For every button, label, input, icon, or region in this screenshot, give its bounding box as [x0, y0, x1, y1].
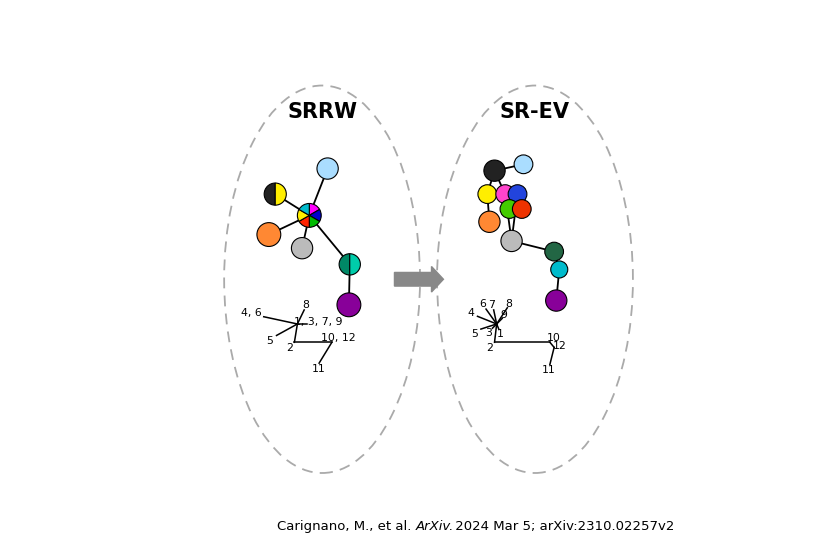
Text: 6: 6 — [479, 299, 486, 309]
Text: 4: 4 — [468, 309, 474, 319]
Wedge shape — [310, 216, 319, 227]
Circle shape — [500, 200, 519, 218]
Text: 8: 8 — [302, 300, 309, 310]
Text: 4, 6: 4, 6 — [241, 309, 262, 319]
Text: 5: 5 — [266, 336, 273, 346]
Wedge shape — [349, 254, 360, 275]
Circle shape — [513, 200, 531, 218]
Circle shape — [484, 160, 505, 181]
Text: 2: 2 — [486, 343, 493, 353]
Circle shape — [337, 293, 361, 317]
Text: 2024 Mar 5; arXiv:2310.02257v2: 2024 Mar 5; arXiv:2310.02257v2 — [451, 520, 674, 533]
Wedge shape — [299, 204, 310, 216]
Wedge shape — [339, 254, 349, 275]
Text: 5: 5 — [472, 329, 478, 339]
Wedge shape — [299, 216, 310, 227]
Circle shape — [291, 238, 313, 259]
Text: SR-EV: SR-EV — [500, 102, 570, 122]
Circle shape — [508, 185, 527, 204]
Circle shape — [551, 261, 567, 278]
Circle shape — [501, 230, 522, 252]
Text: 2: 2 — [286, 343, 293, 353]
Text: 1: 1 — [497, 329, 504, 339]
Text: 3: 3 — [485, 328, 492, 338]
Circle shape — [514, 155, 532, 174]
Text: ArXiv.: ArXiv. — [416, 520, 454, 533]
Text: 8: 8 — [506, 299, 513, 309]
Text: SRRW: SRRW — [287, 102, 357, 122]
Text: Carignano, M., et al.: Carignano, M., et al. — [277, 520, 416, 533]
Text: 10: 10 — [547, 333, 561, 343]
Circle shape — [478, 211, 500, 232]
Circle shape — [478, 185, 497, 204]
Wedge shape — [297, 210, 310, 221]
Text: 7: 7 — [488, 300, 495, 310]
Text: 11: 11 — [312, 364, 326, 374]
Wedge shape — [275, 183, 286, 205]
Circle shape — [317, 158, 339, 179]
Text: 1, 3, 7, 9: 1, 3, 7, 9 — [294, 317, 342, 327]
Text: 11: 11 — [542, 364, 556, 374]
Circle shape — [257, 223, 280, 247]
Circle shape — [496, 185, 514, 204]
Text: 9: 9 — [501, 310, 508, 320]
Wedge shape — [310, 204, 319, 216]
Text: 10, 12: 10, 12 — [320, 333, 355, 343]
Circle shape — [545, 242, 563, 261]
Wedge shape — [310, 210, 321, 221]
FancyArrow shape — [394, 267, 443, 292]
Wedge shape — [265, 183, 275, 205]
Text: 12: 12 — [552, 341, 566, 351]
Circle shape — [546, 290, 567, 311]
